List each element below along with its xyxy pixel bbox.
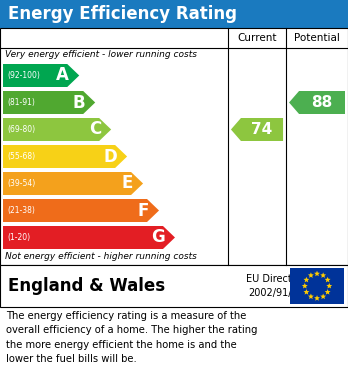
Text: (39-54): (39-54) <box>7 179 35 188</box>
Polygon shape <box>231 118 283 141</box>
Polygon shape <box>314 295 320 301</box>
Polygon shape <box>303 277 309 282</box>
Polygon shape <box>302 283 308 289</box>
Polygon shape <box>3 64 79 87</box>
Bar <box>0 265 348 307</box>
Polygon shape <box>303 289 309 294</box>
Text: (81-91): (81-91) <box>7 98 35 107</box>
Text: Very energy efficient - lower running costs: Very energy efficient - lower running co… <box>5 50 197 59</box>
Polygon shape <box>3 91 95 114</box>
Bar <box>290 268 344 304</box>
Text: F: F <box>138 201 149 219</box>
Text: Energy Efficiency Rating: Energy Efficiency Rating <box>8 5 237 23</box>
Text: (92-100): (92-100) <box>7 71 40 80</box>
Polygon shape <box>3 199 159 222</box>
Text: The energy efficiency rating is a measure of the
overall efficiency of a home. T: The energy efficiency rating is a measur… <box>6 311 258 364</box>
Bar <box>0 0 348 28</box>
Bar <box>0 28 348 265</box>
Polygon shape <box>289 91 345 114</box>
Text: Current: Current <box>237 33 277 43</box>
Text: Not energy efficient - higher running costs: Not energy efficient - higher running co… <box>5 252 197 261</box>
Polygon shape <box>325 289 331 294</box>
Text: (69-80): (69-80) <box>7 125 35 134</box>
Text: 74: 74 <box>251 122 272 137</box>
Text: (21-38): (21-38) <box>7 206 35 215</box>
Text: G: G <box>151 228 165 246</box>
Polygon shape <box>308 294 314 299</box>
Polygon shape <box>3 172 143 195</box>
Text: A: A <box>56 66 69 84</box>
Text: D: D <box>103 147 117 165</box>
Polygon shape <box>320 273 326 278</box>
Polygon shape <box>314 271 320 276</box>
Text: E: E <box>122 174 133 192</box>
Polygon shape <box>320 294 326 299</box>
Text: 88: 88 <box>311 95 333 110</box>
Text: C: C <box>89 120 101 138</box>
Text: Potential: Potential <box>294 33 340 43</box>
Text: England & Wales: England & Wales <box>8 277 165 295</box>
Polygon shape <box>3 145 127 168</box>
Polygon shape <box>325 277 331 282</box>
Text: (55-68): (55-68) <box>7 152 35 161</box>
Polygon shape <box>326 283 332 289</box>
Polygon shape <box>3 226 175 249</box>
Text: B: B <box>73 93 85 111</box>
Text: (1-20): (1-20) <box>7 233 30 242</box>
Polygon shape <box>3 118 111 141</box>
Text: EU Directive
2002/91/EC: EU Directive 2002/91/EC <box>246 274 306 298</box>
Polygon shape <box>308 273 314 278</box>
